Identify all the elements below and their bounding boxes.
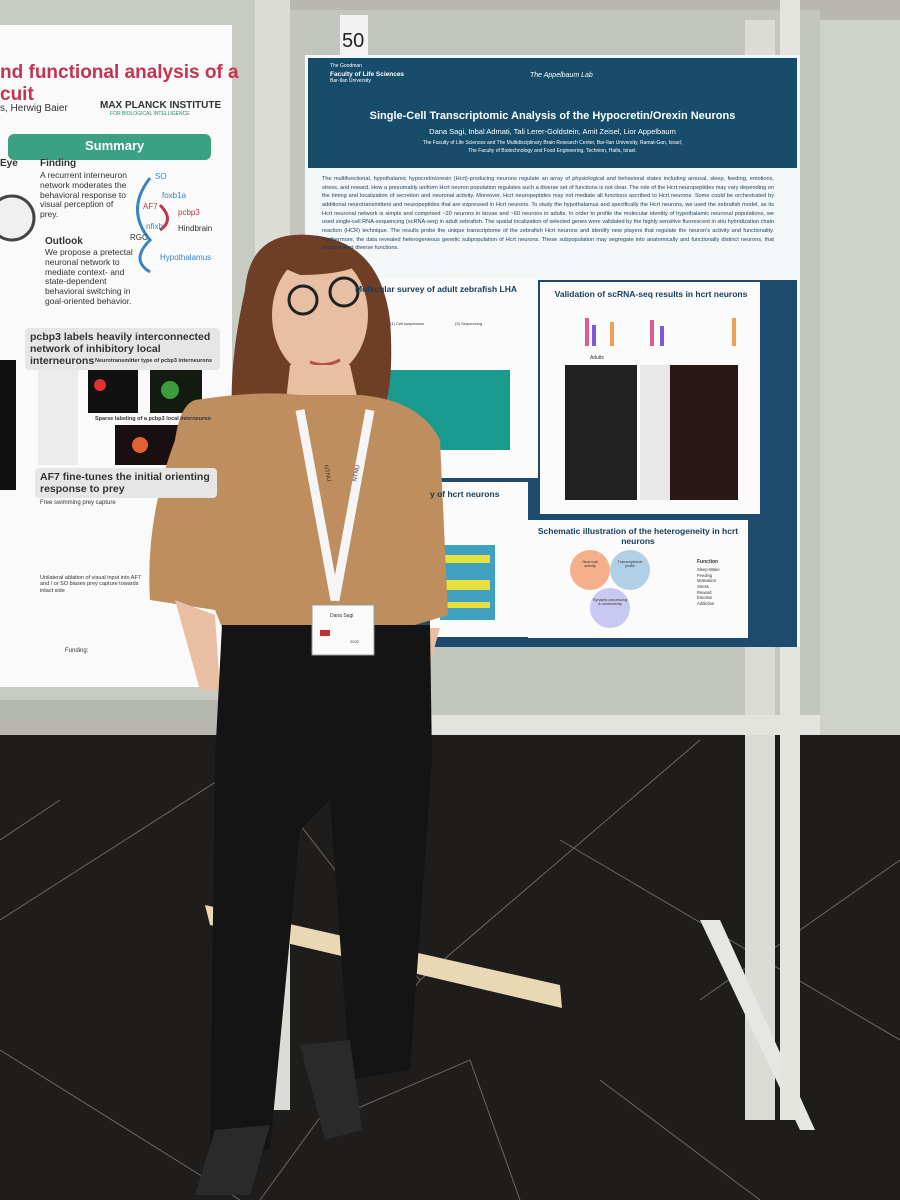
- finding-text: A recurrent interneuron network moderate…: [40, 170, 127, 220]
- circle-label: Synaptic processing & connectivity: [593, 598, 627, 607]
- panel-title: Molecular survey of adult zebrafish LHA: [355, 284, 518, 294]
- summary-band: [8, 134, 211, 160]
- section-heading: pcbp3 labels heavily interconnected netw…: [25, 328, 220, 371]
- lab-logo: The Appelbaum Lab: [530, 72, 593, 79]
- diagram-label: Hindbrain: [178, 224, 213, 233]
- function-title: Function: [697, 559, 719, 565]
- diagram-label: RGC: [130, 233, 148, 242]
- caption: Neurotransmitter type of pcbp3 interneur…: [95, 358, 213, 364]
- face: [272, 253, 368, 377]
- shirt: [149, 393, 449, 635]
- summary-heading: Summary: [85, 138, 145, 153]
- faculty: The Goodman: [330, 63, 362, 69]
- affiliation: The Faculty of Biotechnology and Food En…: [468, 148, 637, 154]
- trousers: [210, 625, 432, 1150]
- board-number: 50: [342, 30, 365, 52]
- panel-title: Validation of scRNA-seq results in hcrt …: [554, 289, 748, 299]
- micrograph-grid: [670, 365, 738, 500]
- section-heading: AF7 fine-tunes the initial orienting res…: [35, 468, 217, 499]
- heading: Finding: [40, 158, 77, 169]
- function-item: Motivation: [697, 578, 717, 584]
- diagram-label: foxb1a: [162, 191, 187, 200]
- heading: Outlook: [45, 236, 83, 247]
- affiliation: The Faculty of Life Sciences and The Mul…: [422, 140, 683, 146]
- function-list: Sleep-Wake Feeding Motivation Stress Reward E…: [697, 567, 720, 607]
- diagram-label: SO: [155, 172, 167, 181]
- heading: Eye: [0, 158, 18, 169]
- function-item: Emotion: [697, 595, 713, 601]
- function-item: Sleep-Wake: [697, 567, 720, 572]
- diagram-label: nfixb: [146, 222, 163, 231]
- panel-title: Schematic illustration of the heterogene…: [537, 526, 739, 546]
- function-item: Addiction: [697, 601, 715, 607]
- outlook-text: We propose a pretectal neuronal network …: [45, 247, 133, 306]
- abstract-box: [318, 172, 778, 272]
- panel-label: (1) Cell suspension: [390, 321, 425, 326]
- panel-title: y of hcrt neurons: [430, 489, 500, 499]
- panel-label: (3) Sequencing: [455, 321, 483, 326]
- number-card: [340, 15, 368, 55]
- panel-label: Adults: [590, 355, 604, 361]
- micrograph: [0, 360, 16, 490]
- boot: [195, 1125, 270, 1195]
- glasses: [287, 284, 319, 316]
- micrograph-grid: [565, 365, 637, 500]
- poster-title: cuit: [0, 84, 34, 105]
- diagram-path: [136, 177, 153, 274]
- lanyard: [295, 409, 375, 601]
- caption: Free swimming prey capture: [40, 500, 116, 506]
- funding: Funding:: [65, 648, 89, 654]
- diagram-label: AF7: [143, 202, 158, 211]
- diagram-path: [158, 203, 169, 232]
- circle-label: Neuronal activity: [582, 560, 598, 569]
- poster-authors: Dana Sagi, Inbal Admati, Tali Lerer-Gold…: [429, 127, 676, 136]
- micrograph: [88, 365, 138, 413]
- function-item: Reward: [697, 589, 712, 595]
- micrograph-grid: [640, 365, 670, 500]
- caption: Sparse labeling of a pcbp3 local interne…: [95, 416, 211, 422]
- poster-title: nd functional analysis of a: [0, 62, 239, 83]
- circle-label: Transcriptional profile: [617, 560, 643, 569]
- function-item: Feeding: [697, 572, 713, 578]
- poster-authors: s, Herwig Baier: [0, 103, 68, 114]
- board-edge: [0, 700, 260, 720]
- faculty: Faculty of Life Sciences: [330, 71, 405, 78]
- brain-sketch: [38, 360, 78, 465]
- diagram-label: Hypothalamus: [160, 253, 212, 262]
- eye-icon: [0, 194, 36, 242]
- abstract: The multifunctional, hypothalamic hypocr…: [322, 176, 774, 252]
- side-board: [820, 20, 900, 740]
- poster-header: [308, 58, 797, 168]
- poster-title: Single-Cell Transcriptomic Analysis of t…: [369, 110, 736, 122]
- function-item: Stress: [697, 584, 709, 590]
- boot: [300, 1040, 362, 1140]
- diagram-label: pcbp3: [178, 208, 200, 217]
- institute: MAX PLANCK INSTITUTE: [100, 100, 222, 111]
- caption: Unilateral ablation of visual input into…: [40, 575, 141, 594]
- badge-year: 2022: [350, 639, 359, 644]
- badge-name: Dana Sagi: [330, 613, 354, 619]
- person: [149, 234, 449, 1195]
- institute-sub: FOR BIOLOGICAL INTELLIGENCE: [110, 111, 190, 117]
- university: Bar-Ilan University: [330, 78, 371, 84]
